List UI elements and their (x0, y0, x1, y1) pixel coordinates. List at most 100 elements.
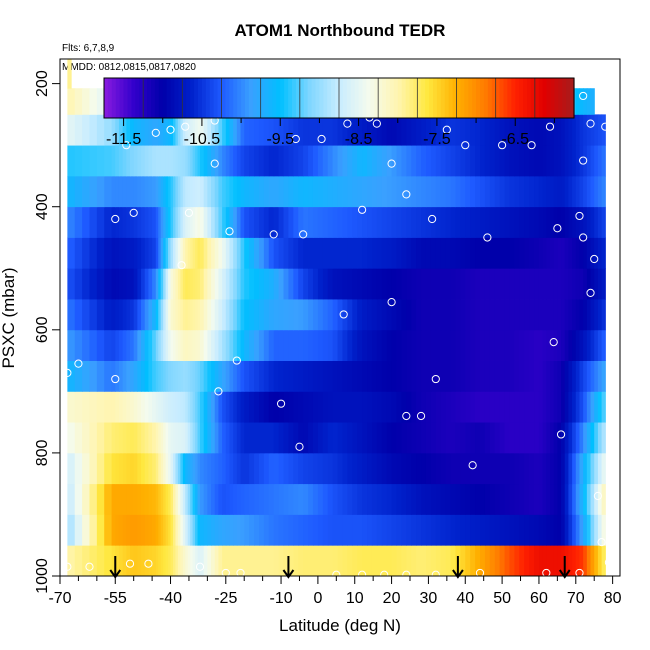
heatmap-cell (534, 145, 540, 177)
heatmap-cell (141, 483, 146, 515)
heatmap-cell (499, 329, 506, 361)
heatmap-cell (303, 206, 309, 238)
heatmap-cell (504, 268, 511, 300)
heatmap-cell (192, 452, 196, 485)
heatmap-cell (133, 268, 138, 300)
heatmap-cell (524, 329, 530, 361)
flight-marker (269, 230, 278, 239)
heatmap-cell (170, 360, 174, 392)
heatmap-cell (386, 452, 393, 485)
heatmap-cell (163, 360, 167, 392)
heatmap-cell (163, 545, 167, 577)
heatmap-cell (278, 360, 285, 392)
heatmap-cell (278, 483, 285, 515)
heatmap-cell (542, 329, 547, 361)
heatmap-cell (308, 237, 314, 269)
heatmap-cell (337, 422, 344, 454)
colorbar-tick-label: -9.5 (266, 131, 294, 148)
heatmap-cell (455, 483, 461, 515)
heatmap-cell (82, 452, 91, 485)
heatmap-cell (550, 145, 555, 177)
heatmap-cell (450, 299, 457, 331)
heatmap-cell (155, 329, 159, 361)
heatmap-cell (514, 514, 520, 546)
heatmap-cell (229, 145, 234, 177)
heatmap-cell (175, 483, 179, 515)
colorbar-segment (276, 78, 281, 118)
heatmap-cell (568, 360, 573, 392)
heatmap-cell (529, 545, 535, 577)
heatmap-cell (249, 268, 255, 300)
heatmap-cell (185, 268, 189, 300)
colorbar-segment (154, 78, 160, 118)
heatmap-cell (82, 483, 91, 515)
heatmap-cell (67, 360, 76, 392)
heatmap-cell (158, 483, 162, 515)
heatmap-cell (416, 452, 422, 485)
heatmap-cell (170, 237, 174, 269)
heatmap-cell (160, 483, 164, 515)
heatmap-cell (74, 237, 83, 269)
heatmap-cell (240, 268, 245, 300)
heatmap-cell (406, 360, 412, 392)
heatmap-cell (371, 206, 378, 238)
heatmap-cell (214, 175, 220, 208)
colorbar-segment (339, 78, 344, 118)
heatmap-cell (89, 268, 98, 300)
flight-marker (85, 562, 94, 571)
heatmap-cell (175, 237, 179, 269)
heatmap-cell (185, 299, 189, 331)
heatmap-cell (586, 206, 592, 238)
heatmap-cell (455, 514, 461, 546)
heatmap-cell (67, 59, 72, 89)
heatmap-cell (96, 452, 105, 485)
heatmap-cell (553, 483, 558, 515)
colorbar-segment (303, 78, 309, 118)
heatmap-cell (133, 237, 138, 269)
colorbar-segment (139, 78, 144, 118)
heatmap-cell (96, 268, 105, 300)
heatmap-cell (376, 452, 383, 485)
heatmap-cell (371, 391, 378, 423)
heatmap-cell (303, 175, 309, 208)
heatmap-cell (317, 391, 324, 423)
heatmap-cell (524, 175, 530, 208)
heatmap-cell (185, 206, 189, 238)
heatmap-cell (564, 268, 570, 300)
heatmap-cell (455, 299, 461, 331)
heatmap-cell (425, 329, 432, 361)
colorbar-segment (436, 78, 442, 118)
heatmap-cell (192, 329, 196, 361)
heatmap-cell (524, 452, 530, 485)
heatmap-cell (435, 299, 442, 331)
heatmap-cell (165, 514, 169, 546)
heatmap-cell (553, 114, 558, 146)
heatmap-cell (170, 268, 174, 300)
heatmap-cell (148, 299, 153, 331)
heatmap-cell (572, 391, 577, 423)
heatmap-cell (332, 545, 339, 577)
heatmap-cell (586, 299, 592, 331)
heatmap-cell (111, 145, 116, 177)
heatmap-cell (249, 299, 255, 331)
heatmap-cell (197, 545, 201, 577)
heatmap-cell (244, 145, 250, 177)
heatmap-cell (416, 299, 422, 331)
heatmap-cell (561, 206, 566, 238)
heatmap-cell (371, 483, 378, 515)
heatmap-cell (575, 299, 581, 331)
heatmap-cell (460, 483, 466, 515)
heatmap-cell (425, 299, 432, 331)
heatmap-cell (195, 422, 199, 454)
heatmap-cell (367, 360, 373, 392)
heatmap-cell (211, 329, 216, 361)
heatmap-cell (579, 268, 584, 300)
heatmap-cell (211, 175, 216, 208)
heatmap-cell (534, 175, 540, 208)
heatmap-cell (298, 268, 304, 300)
heatmap-cell (396, 545, 403, 577)
heatmap-cell (175, 299, 179, 331)
heatmap-cell (96, 299, 105, 331)
heatmap-cell (214, 329, 220, 361)
heatmap-cell (249, 206, 255, 238)
